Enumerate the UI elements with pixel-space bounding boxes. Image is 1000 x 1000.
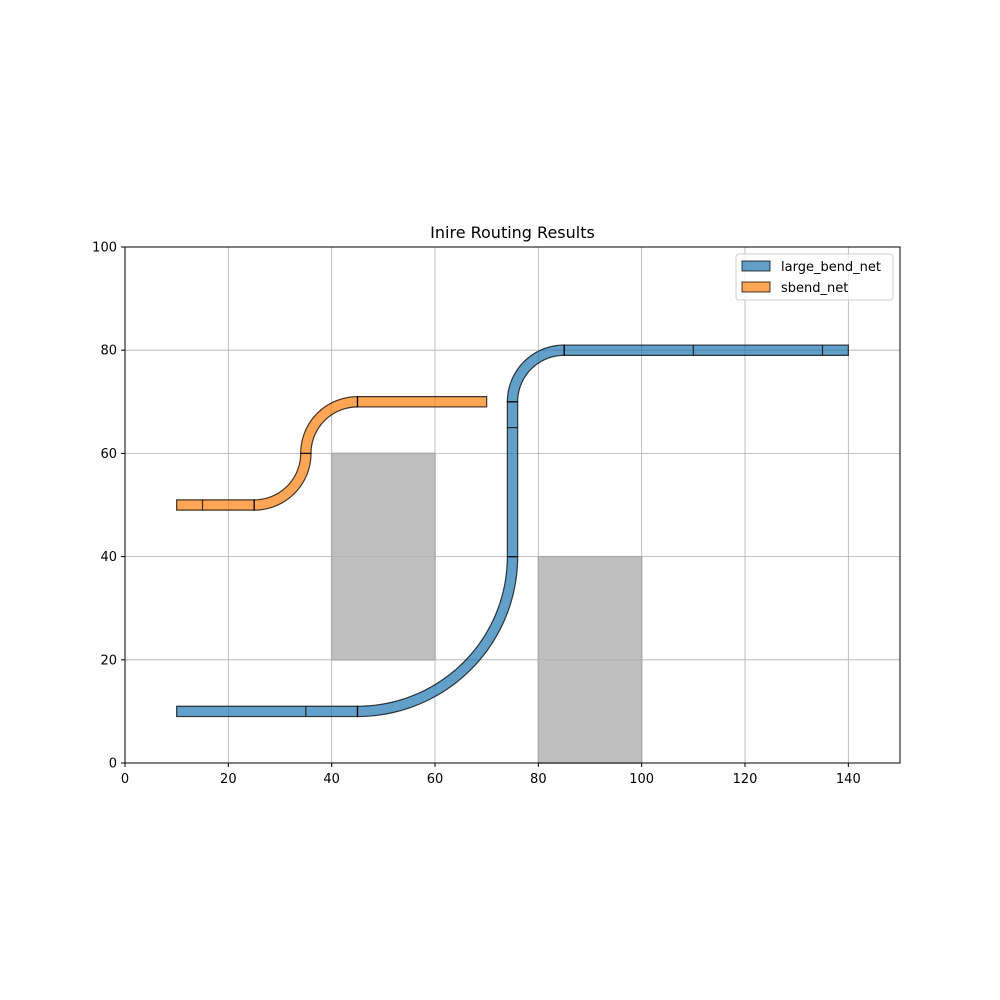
route-segment <box>176 499 255 511</box>
x-tick-label: 80 <box>530 772 547 787</box>
legend-swatch <box>741 260 771 272</box>
y-tick-label: 100 <box>92 241 117 256</box>
legend-swatch <box>741 281 771 293</box>
x-tick-label: 20 <box>220 772 237 787</box>
x-tick-label: 100 <box>629 772 654 787</box>
legend-box <box>735 253 894 301</box>
route-segment <box>356 396 488 408</box>
x-tick-label: 60 <box>427 772 444 787</box>
series-large_bend_net <box>176 344 849 718</box>
y-tick-label: 0 <box>109 757 117 772</box>
y-tick-label: 40 <box>100 550 117 565</box>
axes: 0 20 40 60 80 100 120 140 0 20 40 60 80 100 <box>92 241 861 788</box>
legend: large_bend_net sbend_net <box>735 253 894 301</box>
x-tick-label: 120 <box>733 772 758 787</box>
legend-label: sbend_net <box>781 281 848 296</box>
y-tick-label: 60 <box>100 447 117 462</box>
y-tick-label: 20 <box>100 653 117 668</box>
chart-title: Inire Routing Results <box>430 223 595 242</box>
plot-frame <box>124 246 901 764</box>
x-tick-label: 140 <box>836 772 861 787</box>
route-segment <box>563 344 849 356</box>
route-segment <box>506 401 519 558</box>
y-tick-label: 80 <box>100 344 117 359</box>
legend-label: large_bend_net <box>781 260 881 275</box>
x-tick-label: 0 <box>121 772 129 787</box>
x-tick-label: 40 <box>323 772 340 787</box>
series-sbend_net <box>176 396 488 511</box>
route-segment <box>176 705 359 718</box>
series-layer <box>176 344 849 718</box>
